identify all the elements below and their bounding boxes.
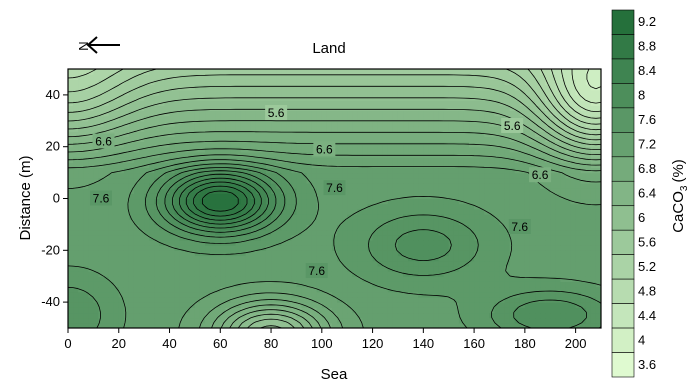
colorbar-level-label: 7.6	[638, 112, 656, 127]
x-axis-title: Sea	[321, 366, 348, 383]
contour-label: 6.6	[316, 142, 333, 156]
colorbar-level-label: 6	[638, 210, 645, 225]
x-tick-label: 160	[463, 336, 485, 351]
colorbar-swatch	[612, 328, 634, 352]
colorbar-level-label: 8	[638, 88, 645, 103]
contour-lines	[68, 69, 602, 329]
colorbar-swatch	[612, 304, 634, 328]
colorbar-level-label: 9.2	[638, 14, 656, 29]
y-axis: 40 20 0 -20 -40	[41, 87, 68, 309]
colorbar-swatch	[612, 10, 634, 34]
colorbar-level-label: 3.6	[638, 357, 656, 372]
contour-label: 7.6	[308, 264, 325, 278]
y-tick-label: 20	[46, 139, 60, 154]
filled-contour-bands	[68, 69, 602, 329]
colorbar: 9.2 8.8 8.4 8 7.6 7.2 6.8 6.4 6 5.6 5.2 4.8 4.4 4 3.6	[612, 10, 656, 377]
contour-label: 7.6	[93, 192, 110, 206]
colorbar-swatch	[612, 108, 634, 132]
colorbar-level-label: 6.8	[638, 161, 656, 176]
colorbar-level-label: 7.2	[638, 137, 656, 152]
x-tick-label: 200	[565, 336, 587, 351]
colorbar-title-sub: 3	[679, 185, 690, 191]
colorbar-title-main: CaCO	[670, 191, 687, 233]
contour-label: 6.6	[95, 135, 112, 149]
x-tick-label: 180	[514, 336, 536, 351]
x-tick-label: 80	[264, 336, 278, 351]
colorbar-level-label: 5.6	[638, 234, 656, 249]
contour-label: 7.6	[511, 220, 528, 234]
x-tick-label: 100	[311, 336, 333, 351]
plot-area	[68, 69, 602, 329]
colorbar-swatch	[612, 230, 634, 254]
colorbar-level-label: 8.4	[638, 63, 656, 78]
colorbar-swatch	[612, 157, 634, 181]
y-tick-label: -40	[41, 294, 60, 309]
y-tick-label: 40	[46, 87, 60, 102]
x-tick-label: 20	[112, 336, 126, 351]
colorbar-swatch	[612, 279, 634, 303]
colorbar-swatch	[612, 206, 634, 230]
x-tick-label: 40	[162, 336, 176, 351]
colorbar-level-label: 4.8	[638, 283, 656, 298]
colorbar-level-label: 8.8	[638, 39, 656, 54]
colorbar-swatch	[612, 83, 634, 107]
colorbar-swatch	[612, 181, 634, 205]
y-tick-label: -20	[41, 242, 60, 257]
colorbar-level-label: 4.4	[638, 308, 656, 323]
colorbar-level-label: 6.4	[638, 186, 656, 201]
north-arrow-icon	[88, 37, 120, 53]
contour-label: 5.6	[504, 119, 521, 133]
colorbar-swatch	[612, 132, 634, 156]
y-axis-title: Distance (m)	[17, 155, 34, 240]
x-tick-label: 120	[362, 336, 384, 351]
colorbar-swatch	[612, 59, 634, 83]
x-tick-label: 60	[213, 336, 227, 351]
colorbar-swatch	[612, 255, 634, 279]
colorbar-title: CaCO3 (%)	[670, 159, 690, 233]
x-tick-label: 140	[412, 336, 434, 351]
contour-label: 7.6	[326, 181, 343, 195]
colorbar-level-label: 5.2	[638, 259, 656, 274]
colorbar-swatch	[612, 34, 634, 58]
y-tick-label: 0	[53, 191, 60, 206]
colorbar-title-suffix: (%)	[670, 159, 687, 182]
x-axis: 0 20 40 60 80 100 120 140 160 180 200	[64, 328, 586, 351]
x-tick-label: 0	[64, 336, 71, 351]
contour-label: 6.6	[532, 168, 549, 182]
colorbar-swatch	[612, 353, 634, 377]
contour-label: 5.6	[268, 106, 285, 120]
top-land-label: Land	[312, 40, 345, 57]
colorbar-level-label: 4	[638, 332, 645, 347]
